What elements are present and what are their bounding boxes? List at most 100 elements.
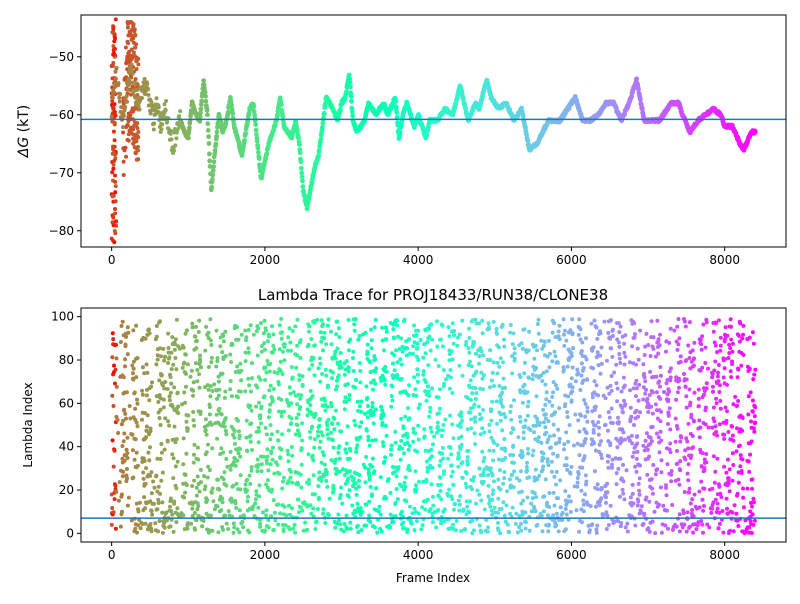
lambda-point (181, 513, 185, 517)
top-plot-area (81, 17, 786, 244)
lambda-point (268, 362, 272, 366)
lambda-point (125, 451, 129, 455)
lambda-point (244, 335, 248, 339)
lambda-point (312, 356, 316, 360)
lambda-point (502, 437, 506, 441)
lambda-point (158, 492, 162, 496)
lambda-point (282, 358, 286, 362)
lambda-point (336, 513, 340, 517)
lambda-point (308, 436, 312, 440)
lambda-point (332, 427, 336, 431)
lambda-point (449, 452, 453, 456)
lambda-point (154, 474, 158, 478)
lambda-point (114, 484, 118, 488)
delta-g-point (164, 108, 168, 112)
lambda-point (309, 389, 313, 393)
lambda-point (693, 493, 697, 497)
lambda-point (565, 463, 569, 467)
lambda-point (191, 394, 195, 398)
lambda-point (197, 330, 201, 334)
lambda-point (343, 395, 347, 399)
lambda-point (565, 456, 569, 460)
lambda-point (131, 448, 135, 452)
lambda-point (646, 526, 650, 530)
lambda-point (470, 519, 474, 523)
lambda-point (348, 338, 352, 342)
lambda-point (244, 359, 248, 363)
lambda-point (424, 380, 428, 384)
lambda-point (691, 445, 695, 449)
lambda-point (529, 502, 533, 506)
lambda-point (598, 354, 602, 358)
lambda-point (581, 379, 585, 383)
lambda-point (609, 318, 613, 322)
lambda-point (313, 437, 317, 441)
lambda-point (477, 493, 481, 497)
lambda-point (542, 452, 546, 456)
lambda-point (345, 442, 349, 446)
lambda-point (353, 329, 357, 333)
lambda-point (533, 491, 537, 495)
lambda-point (491, 474, 495, 478)
lambda-point (523, 424, 527, 428)
lambda-point (413, 507, 417, 511)
lambda-point (250, 469, 254, 473)
lambda-point (224, 416, 228, 420)
delta-g-point (111, 147, 115, 151)
delta-g-point (207, 152, 212, 157)
lambda-point (167, 346, 171, 350)
lambda-point (223, 396, 227, 400)
lambda-point (421, 523, 425, 527)
lambda-point (429, 322, 433, 326)
bottom-axes: Lambda Trace for PROJ18433/RUN38/CLONE38… (21, 286, 786, 585)
lambda-point (412, 375, 416, 379)
lambda-point (487, 484, 491, 488)
lambda-point (688, 487, 692, 491)
delta-g-point (753, 130, 758, 135)
delta-g-point (112, 130, 116, 134)
delta-g-point (215, 130, 220, 135)
lambda-point (440, 324, 444, 328)
top-x-tick-label: 2000 (250, 253, 281, 267)
lambda-point (167, 424, 171, 428)
lambda-point (112, 465, 116, 469)
lambda-point (263, 319, 267, 323)
lambda-point (390, 399, 394, 403)
delta-g-point (122, 114, 126, 118)
lambda-point (451, 321, 455, 325)
lambda-point (339, 486, 343, 490)
lambda-point (642, 522, 646, 526)
lambda-point (110, 394, 114, 398)
lambda-point (503, 456, 507, 460)
lambda-point (501, 360, 505, 364)
lambda-point (556, 428, 560, 432)
lambda-point (465, 472, 469, 476)
lambda-point (186, 414, 190, 418)
lambda-point (326, 384, 330, 388)
lambda-point (463, 527, 467, 531)
lambda-point (488, 505, 492, 509)
lambda-point (474, 370, 478, 374)
lambda-point (593, 469, 597, 473)
lambda-point (305, 528, 309, 532)
lambda-point (607, 410, 611, 414)
lambda-point (288, 392, 292, 396)
lambda-point (509, 404, 513, 408)
lambda-point (182, 496, 186, 500)
lambda-point (466, 427, 470, 431)
lambda-point (357, 334, 361, 338)
lambda-point (521, 454, 525, 458)
lambda-point (322, 507, 326, 511)
lambda-point (169, 524, 173, 528)
lambda-point (392, 336, 396, 340)
lambda-point (440, 434, 444, 438)
lambda-point (609, 384, 613, 388)
lambda-point (443, 418, 447, 422)
lambda-point (657, 380, 661, 384)
lambda-point (578, 453, 582, 457)
lambda-point (577, 333, 581, 337)
lambda-point (461, 460, 465, 464)
lambda-point (114, 527, 118, 531)
lambda-point (519, 390, 523, 394)
lambda-point (651, 412, 655, 416)
